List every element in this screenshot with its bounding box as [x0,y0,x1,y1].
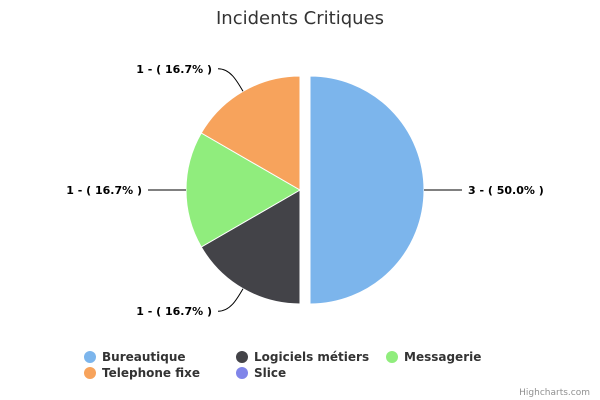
pie-slices [185,75,425,305]
legend-item-bureautique[interactable]: Bureautique [84,350,186,364]
legend-item-telephone-fixe[interactable]: Telephone fixe [84,366,200,380]
legend-marker [236,351,248,363]
data-label-telephone-fixe: 1 - ( 16.7% ) [136,63,212,76]
legend-item-slice[interactable]: Slice [236,366,286,380]
data-label-connector [217,68,244,92]
legend-item-messagerie[interactable]: Messagerie [386,350,481,364]
legend-label: Slice [254,366,286,380]
data-labels: 3 - ( 50.0% ) 1 - ( 16.7% ) 1 - ( 16.7% ) 1… [66,63,544,318]
chart-title: Incidents Critiques [216,8,384,29]
data-label-messagerie: 1 - ( 16.7% ) [66,184,142,197]
legend-marker [84,367,96,379]
data-label-bureautique: 3 - ( 50.0% ) [468,184,544,197]
legend-marker [236,367,248,379]
legend-marker [386,351,398,363]
legend-label: Messagerie [404,350,481,364]
data-label-connector [217,288,244,312]
pie-slice-bureautique[interactable] [309,75,425,305]
legend-marker [84,351,96,363]
data-label-logiciels-metiers: 1 - ( 16.7% ) [136,305,212,318]
legend-label: Bureautique [102,350,186,364]
legend-item-logiciels-metiers[interactable]: Logiciels métiers [236,350,369,364]
legend-label: Telephone fixe [102,366,200,380]
legend: Bureautique Logiciels métiers Messagerie Te… [84,350,481,380]
legend-label: Logiciels métiers [254,350,369,364]
credits-link[interactable]: Highcharts.com [519,388,590,398]
